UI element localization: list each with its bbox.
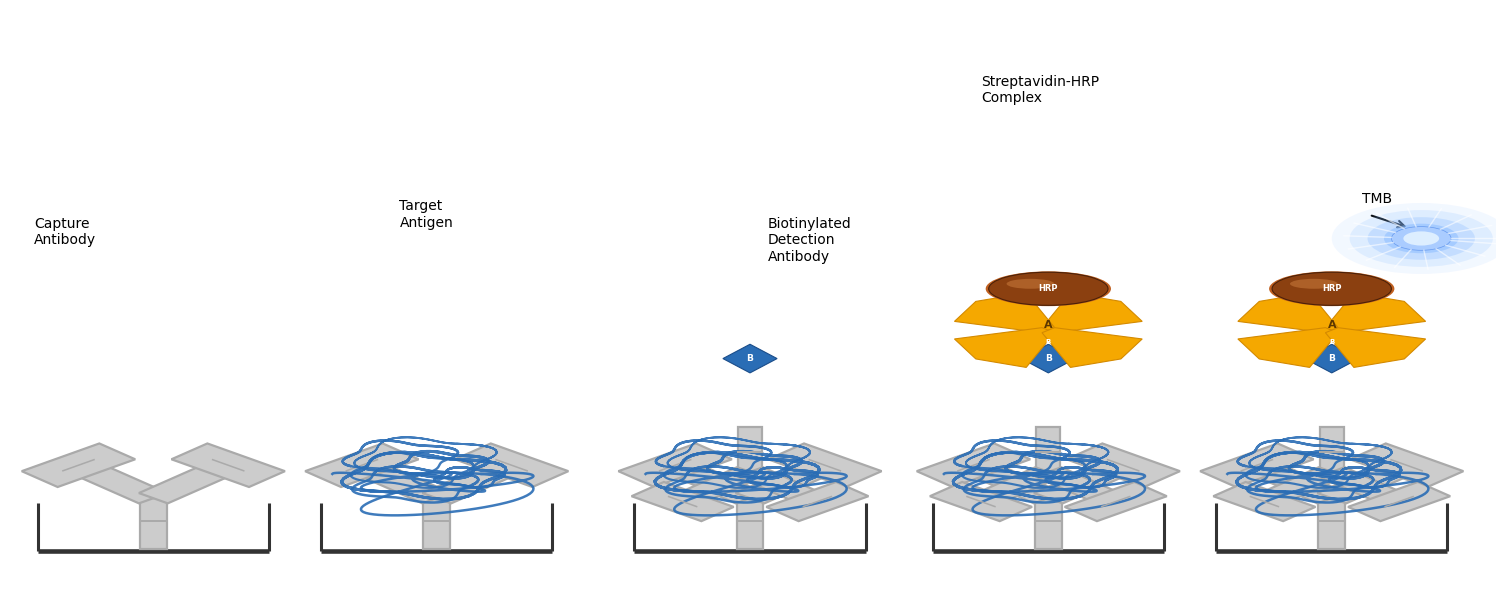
Polygon shape [723, 344, 777, 373]
Polygon shape [1350, 443, 1464, 487]
Polygon shape [1042, 293, 1142, 332]
Polygon shape [1036, 427, 1060, 472]
Polygon shape [64, 460, 168, 503]
Text: A: A [1044, 320, 1053, 331]
Circle shape [1368, 217, 1474, 260]
Polygon shape [735, 460, 840, 503]
Polygon shape [423, 498, 450, 548]
Ellipse shape [988, 272, 1108, 305]
Polygon shape [954, 328, 1054, 367]
Text: HRP: HRP [1322, 284, 1341, 293]
Circle shape [1332, 203, 1500, 274]
Polygon shape [140, 498, 166, 548]
Polygon shape [618, 443, 732, 487]
Polygon shape [1022, 344, 1076, 373]
Ellipse shape [1272, 272, 1392, 305]
Text: B: B [1046, 354, 1052, 363]
Polygon shape [1320, 427, 1344, 472]
Polygon shape [1348, 482, 1450, 521]
Polygon shape [1318, 498, 1346, 548]
Polygon shape [1238, 328, 1338, 367]
Polygon shape [1251, 467, 1344, 506]
Polygon shape [1035, 467, 1128, 506]
Polygon shape [1318, 467, 1412, 506]
Ellipse shape [1290, 279, 1338, 289]
Polygon shape [916, 443, 1030, 487]
Polygon shape [1242, 460, 1346, 503]
Polygon shape [1326, 293, 1425, 332]
Text: B: B [747, 354, 753, 363]
Polygon shape [140, 460, 243, 503]
Polygon shape [1200, 443, 1314, 487]
Polygon shape [766, 482, 868, 521]
Polygon shape [968, 467, 1062, 506]
Polygon shape [304, 443, 418, 487]
Circle shape [1350, 210, 1492, 267]
Polygon shape [669, 467, 764, 506]
Text: A: A [1328, 320, 1336, 331]
Polygon shape [1065, 482, 1167, 521]
Polygon shape [1317, 460, 1420, 503]
Polygon shape [958, 460, 1062, 503]
Text: Target
Antigen: Target Antigen [399, 199, 453, 230]
Polygon shape [1305, 344, 1359, 373]
Polygon shape [736, 467, 831, 506]
Polygon shape [423, 460, 526, 503]
Text: TMB: TMB [1362, 192, 1392, 206]
Polygon shape [1238, 293, 1338, 332]
Polygon shape [660, 460, 765, 503]
Polygon shape [1214, 482, 1316, 521]
Ellipse shape [986, 271, 1112, 306]
Polygon shape [954, 293, 1054, 332]
Polygon shape [21, 443, 135, 487]
Polygon shape [930, 482, 1032, 521]
Text: Biotinylated
Detection
Antibody: Biotinylated Detection Antibody [768, 217, 852, 263]
Polygon shape [454, 443, 568, 487]
Polygon shape [736, 498, 764, 548]
Polygon shape [738, 427, 762, 472]
Polygon shape [348, 460, 452, 503]
Circle shape [1384, 224, 1458, 253]
Text: B: B [1329, 354, 1335, 363]
Polygon shape [1042, 328, 1142, 367]
Text: B: B [1046, 339, 1052, 345]
Polygon shape [632, 482, 734, 521]
Polygon shape [1034, 460, 1137, 503]
Text: B: B [1329, 339, 1335, 345]
Text: Capture
Antibody: Capture Antibody [34, 217, 96, 247]
Polygon shape [1326, 328, 1425, 367]
Polygon shape [1035, 498, 1062, 548]
Circle shape [1404, 232, 1438, 245]
Polygon shape [768, 443, 882, 487]
Ellipse shape [1269, 271, 1395, 306]
Circle shape [1392, 227, 1450, 250]
Polygon shape [1066, 443, 1180, 487]
Text: Streptavidin-HRP
Complex: Streptavidin-HRP Complex [981, 75, 1100, 106]
Text: HRP: HRP [1038, 284, 1058, 293]
Polygon shape [171, 443, 285, 487]
Ellipse shape [1007, 279, 1054, 289]
